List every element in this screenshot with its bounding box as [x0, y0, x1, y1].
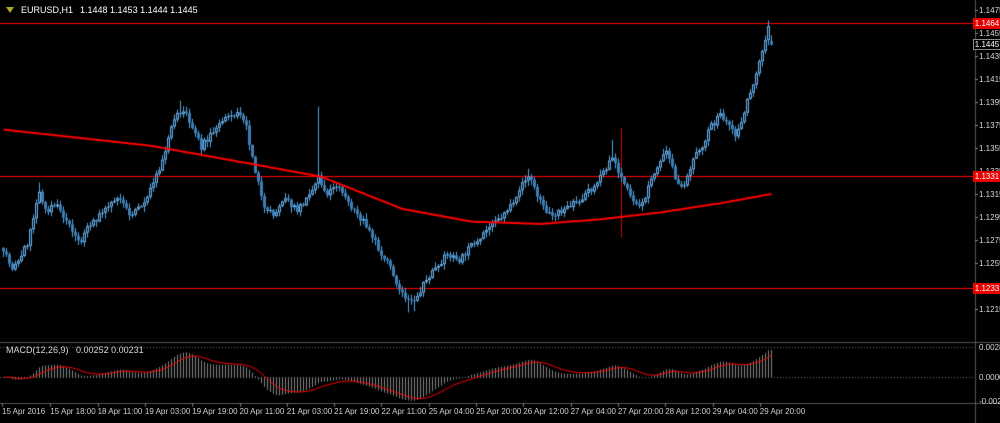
- price-axis-label: 1.1255: [979, 259, 1000, 268]
- price-axis-label: 1.1395: [979, 98, 1000, 107]
- price-axis-label: 1.1215: [979, 305, 1000, 314]
- time-axis-label: 25 Apr 20:00: [476, 407, 522, 416]
- bid-price-badge[interactable]: 1.1445: [973, 39, 1000, 50]
- price-axis-label: 1.1475: [979, 6, 1000, 15]
- time-axis-label: 25 Apr 04:00: [428, 407, 475, 416]
- time-axis-label: 15 Apr 2016: [2, 407, 46, 416]
- macd-axis-label: 0.0000: [979, 373, 1000, 382]
- time-axis-label: 15 Apr 18:00: [50, 407, 96, 416]
- price-axis-label: 1.1375: [979, 121, 1000, 130]
- price-axis-label: 1.1355: [979, 144, 1000, 153]
- macd-axis-label: -0.00227: [979, 397, 1000, 407]
- time-axis-label: 21 Apr 19:00: [334, 407, 380, 416]
- time-axis-label: 18 Apr 11:00: [97, 407, 143, 416]
- macd-values-label: 0.00252 0.00231: [76, 345, 144, 355]
- symbol-timeframe-label: EURUSD,H1: [21, 5, 74, 15]
- level-price-badge[interactable]: 1.1331: [973, 171, 1000, 182]
- time-axis-label: 21 Apr 03:00: [286, 407, 333, 416]
- chart-header: EURUSD,H1 1.1448 1.1453 1.1444 1.1445: [6, 5, 198, 15]
- time-axis-label: 26 Apr 12:00: [523, 407, 569, 416]
- time-axis-label: 19 Apr 03:00: [144, 407, 191, 416]
- level-price-badge[interactable]: 1.1233: [973, 283, 1000, 294]
- time-axis-label: 28 Apr 12:00: [665, 407, 711, 416]
- time-axis-label: 19 Apr 19:00: [192, 407, 238, 416]
- price-axis-label: 1.1315: [979, 190, 1000, 199]
- macd-indicator-label: MACD(12,26,9) 0.00252 0.00231: [6, 345, 149, 355]
- time-axis-label: 22 Apr 11:00: [381, 407, 427, 416]
- price-axis-label: 1.1455: [979, 29, 1000, 38]
- time-axis-label: 27 Apr 04:00: [570, 407, 616, 416]
- time-axis-label: 29 Apr 04:00: [712, 407, 758, 416]
- chart-marker-icon: [6, 7, 14, 13]
- macd-name-label: MACD(12,26,9): [6, 345, 69, 355]
- price-axis-label: 1.1435: [979, 52, 1000, 61]
- level-price-badge[interactable]: 1.1464: [973, 18, 1000, 29]
- price-axis-label: 1.1295: [979, 213, 1000, 222]
- time-axis-label: 27 Apr 20:00: [617, 407, 664, 416]
- time-axis-label: 29 Apr 20:00: [759, 407, 806, 416]
- ohlc-quotes-label: 1.1448 1.1453 1.1444 1.1445: [80, 5, 198, 15]
- price-axis-label: 1.1415: [979, 75, 1000, 84]
- time-axis-label: 20 Apr 11:00: [239, 407, 285, 416]
- price-axis-label: 1.1275: [979, 236, 1000, 245]
